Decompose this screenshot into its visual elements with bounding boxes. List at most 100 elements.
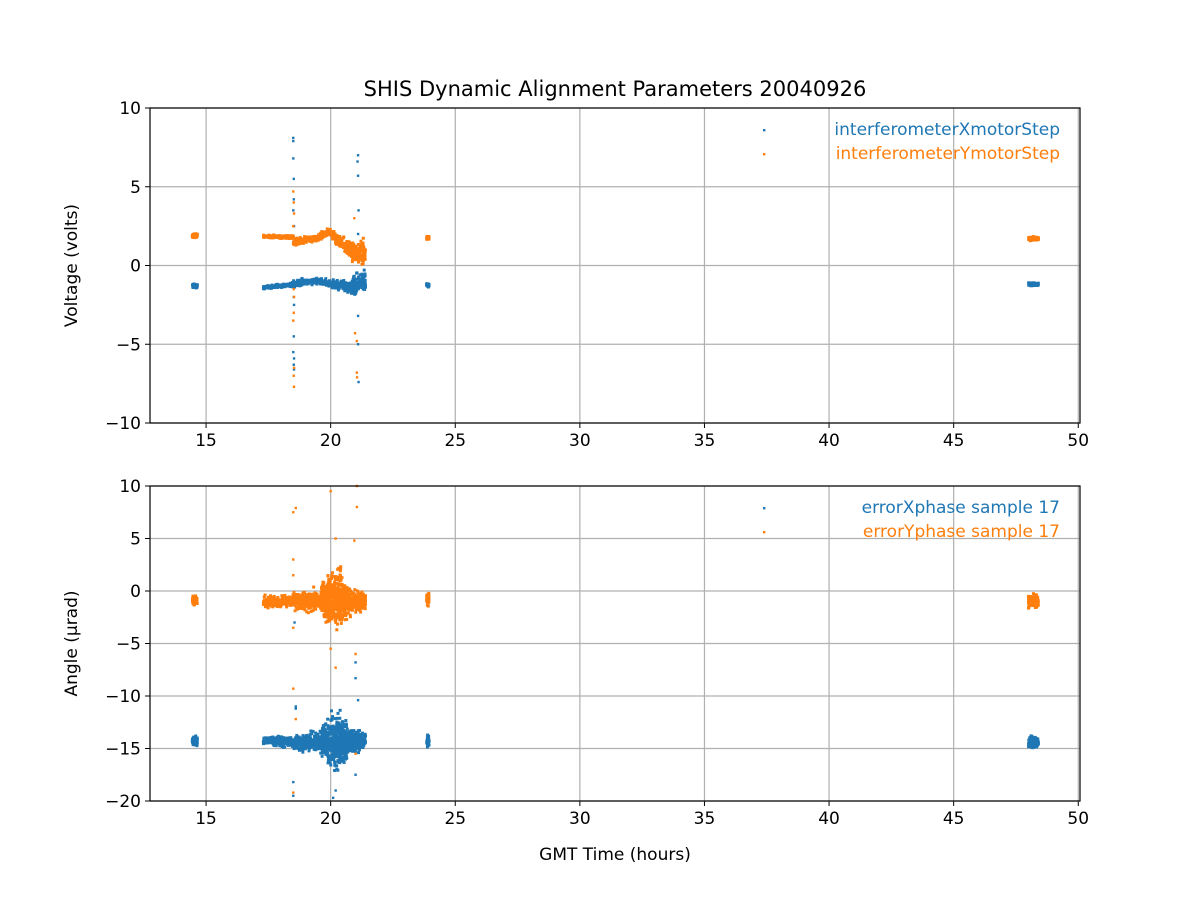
data-point [193, 599, 197, 603]
data-point [287, 283, 291, 287]
series-interferometerXmotorStep [191, 136, 1040, 384]
outlier-point [355, 248, 359, 251]
data-point [322, 231, 326, 235]
outlier-point [294, 705, 297, 708]
data-point [352, 286, 356, 290]
data-point [1032, 745, 1036, 749]
data-point [337, 608, 341, 612]
data-point [354, 604, 358, 608]
data-point [355, 287, 359, 291]
x-tick-label: 40 [818, 431, 840, 451]
data-point [1027, 604, 1031, 608]
data-point [320, 598, 324, 602]
data-point [311, 600, 315, 604]
data-point [332, 733, 336, 737]
data-point [272, 285, 276, 289]
data-point [330, 576, 334, 580]
data-point [330, 234, 334, 238]
data-point [342, 598, 346, 602]
data-point [351, 604, 355, 608]
outlier-point [354, 652, 357, 656]
data-point [356, 741, 360, 745]
x-tick-label: 25 [444, 809, 466, 829]
data-point [292, 597, 296, 601]
data-point [337, 722, 341, 726]
data-point [265, 737, 269, 741]
data-point [310, 741, 314, 745]
data-point [265, 597, 269, 601]
data-point [296, 282, 300, 286]
data-point [344, 719, 348, 723]
data-point [362, 248, 366, 252]
data-point [348, 744, 352, 748]
data-point [330, 617, 334, 621]
data-point [312, 585, 316, 589]
data-point [324, 597, 328, 601]
data-point [335, 737, 339, 741]
data-point [192, 603, 196, 607]
data-point [336, 768, 340, 772]
y-tick-label: −20 [105, 792, 141, 812]
data-point [339, 593, 343, 597]
data-point [322, 279, 326, 283]
outlier-point [292, 385, 296, 388]
data-point [334, 281, 338, 285]
data-point [335, 727, 339, 731]
data-point [332, 607, 336, 611]
data-point [327, 585, 331, 589]
data-point [306, 611, 310, 615]
data-point [358, 732, 362, 736]
data-point [1032, 236, 1036, 240]
data-point [337, 735, 341, 739]
data-point [345, 727, 349, 731]
data-point [293, 603, 297, 607]
x-tick-label: 40 [818, 809, 840, 829]
y-tick-label: 10 [119, 99, 141, 119]
data-point [321, 739, 325, 743]
data-point [268, 285, 272, 289]
data-point [270, 595, 274, 599]
data-point [350, 285, 354, 289]
outlier-point [292, 212, 296, 215]
data-point [339, 565, 343, 569]
data-point [332, 751, 336, 755]
data-point [305, 595, 309, 599]
data-point [356, 275, 360, 279]
data-point [339, 609, 343, 613]
data-point [338, 758, 342, 762]
data-point [363, 597, 367, 601]
outlier-point [356, 314, 360, 318]
data-point [323, 595, 327, 599]
outlier-point [329, 490, 332, 493]
data-point [1036, 236, 1040, 240]
y-tick-label: −5 [116, 635, 141, 655]
data-point [283, 593, 287, 597]
data-point [338, 708, 342, 712]
data-point [298, 598, 302, 602]
data-point [329, 763, 333, 767]
data-point [337, 746, 341, 750]
data-point [1027, 600, 1031, 604]
data-point [281, 736, 285, 740]
y-tick-label: −10 [105, 414, 141, 434]
data-point [269, 594, 273, 598]
y-tick-label: −15 [105, 740, 141, 760]
outlier-point [354, 752, 357, 755]
data-point [334, 597, 338, 601]
data-point [323, 744, 327, 748]
data-point [333, 232, 337, 236]
data-point [360, 278, 364, 282]
data-point [329, 607, 333, 611]
data-point [313, 279, 317, 283]
data-point [327, 594, 331, 598]
data-point [359, 610, 363, 614]
data-point [343, 592, 347, 596]
data-point [301, 598, 305, 602]
outlier-point [292, 201, 295, 204]
data-point [191, 235, 195, 239]
data-point [347, 746, 351, 750]
legend-marker [763, 153, 766, 156]
data-point [285, 595, 289, 599]
data-point [300, 737, 304, 741]
data-point [289, 602, 293, 606]
